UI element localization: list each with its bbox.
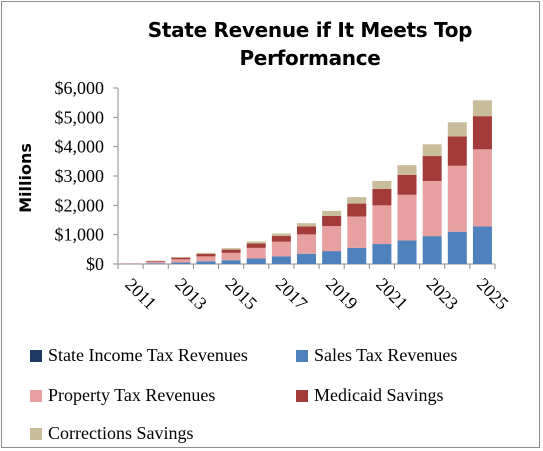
bar-segment bbox=[171, 259, 191, 263]
legend-label: Medicaid Savings bbox=[314, 385, 444, 405]
y-tick-label: $5,000 bbox=[55, 107, 105, 127]
x-tick-label: 2021 bbox=[372, 274, 412, 314]
legend-item-corrections-savings: Corrections Savings bbox=[30, 422, 194, 444]
x-tick-label: 2019 bbox=[322, 274, 362, 314]
legend-label: Sales Tax Revenues bbox=[314, 345, 458, 365]
bar-segment bbox=[347, 216, 367, 248]
legend-swatch bbox=[30, 390, 42, 402]
bar-segment bbox=[397, 174, 417, 195]
bar-segment bbox=[297, 253, 316, 264]
x-tick-label: 2025 bbox=[473, 274, 513, 314]
legend-item-sales-tax: Sales Tax Revenues bbox=[296, 344, 457, 366]
bar-segment bbox=[221, 248, 241, 250]
bar-segment bbox=[297, 226, 316, 235]
bar-segment bbox=[221, 249, 241, 253]
bar-segment bbox=[271, 235, 291, 242]
legend-swatch bbox=[296, 350, 308, 362]
bar-segment bbox=[196, 256, 216, 262]
bar-segment bbox=[271, 241, 291, 257]
bar-segment bbox=[347, 247, 367, 264]
y-tick-label: $4,000 bbox=[55, 137, 105, 157]
bar-segment bbox=[246, 241, 266, 244]
bar-segment bbox=[447, 136, 467, 166]
bar-segment bbox=[221, 252, 241, 261]
bar-segment bbox=[196, 254, 216, 257]
bar-segment bbox=[146, 261, 166, 264]
bar-segment bbox=[397, 240, 417, 264]
bar-segment bbox=[246, 258, 266, 264]
y-tick-label: $2,000 bbox=[55, 195, 105, 215]
bar-segment bbox=[171, 257, 191, 260]
legend-item-medicaid-savings: Medicaid Savings bbox=[296, 384, 443, 406]
bar-segment bbox=[372, 180, 392, 189]
x-tick-label: 2017 bbox=[272, 274, 312, 314]
legend-label: Property Tax Revenues bbox=[48, 385, 216, 405]
bar-segment bbox=[196, 261, 216, 264]
bar-segment bbox=[221, 260, 241, 264]
bar-segment bbox=[196, 252, 216, 255]
bar-segment bbox=[347, 203, 367, 217]
bar-segment bbox=[422, 156, 442, 181]
bar-segment bbox=[472, 100, 492, 117]
bar-segment bbox=[372, 205, 392, 245]
y-tick-label: $0 bbox=[86, 254, 104, 274]
x-tick-label: 2013 bbox=[171, 274, 211, 314]
legend-label: State Income Tax Revenues bbox=[48, 345, 248, 365]
bar-segment bbox=[372, 188, 392, 206]
bar-segment bbox=[447, 122, 467, 137]
x-tick-label: 2011 bbox=[121, 274, 160, 313]
bar-segment bbox=[271, 233, 291, 236]
bar-segment bbox=[472, 149, 492, 227]
bar-segment bbox=[322, 210, 342, 216]
bar-segment bbox=[246, 243, 266, 248]
legend-item-state-income-tax: State Income Tax Revenues bbox=[30, 344, 248, 366]
bar-segment bbox=[397, 194, 417, 241]
bar-segment bbox=[171, 256, 191, 258]
bar-segment bbox=[372, 244, 392, 264]
bar-segment bbox=[146, 261, 166, 262]
bar-segment bbox=[246, 247, 266, 259]
legend-swatch bbox=[30, 350, 42, 362]
bar-segment bbox=[271, 256, 291, 264]
bar-segment bbox=[347, 197, 367, 204]
bar-segment bbox=[422, 180, 442, 237]
bar-segment bbox=[447, 231, 467, 264]
bar-segment bbox=[472, 116, 492, 150]
bar-segment bbox=[322, 215, 342, 227]
bar-segment bbox=[422, 236, 442, 264]
legend-item-property-tax: Property Tax Revenues bbox=[30, 384, 215, 406]
bar-segment bbox=[447, 165, 467, 232]
y-tick-label: $6,000 bbox=[55, 78, 105, 98]
legend-swatch bbox=[30, 428, 42, 440]
bar-segment bbox=[146, 263, 166, 264]
x-tick-label: 2023 bbox=[423, 274, 463, 314]
bar-segment bbox=[322, 226, 342, 252]
bar-segment bbox=[297, 223, 316, 227]
chart-title: State Revenue if It Meets Top Performanc… bbox=[147, 18, 473, 70]
bar-segment bbox=[397, 165, 417, 175]
legend-label: Corrections Savings bbox=[48, 423, 194, 443]
bar-segment bbox=[297, 234, 316, 254]
bar-segment bbox=[472, 226, 492, 264]
legend-swatch bbox=[296, 390, 308, 402]
bar-segment bbox=[171, 262, 191, 264]
y-tick-label: $3,000 bbox=[55, 166, 105, 186]
y-axis-title: Millions bbox=[16, 143, 35, 213]
x-tick-label: 2015 bbox=[222, 274, 262, 314]
bar-segment bbox=[322, 251, 342, 264]
bar-segment bbox=[422, 144, 442, 157]
y-tick-label: $1,000 bbox=[55, 225, 105, 245]
